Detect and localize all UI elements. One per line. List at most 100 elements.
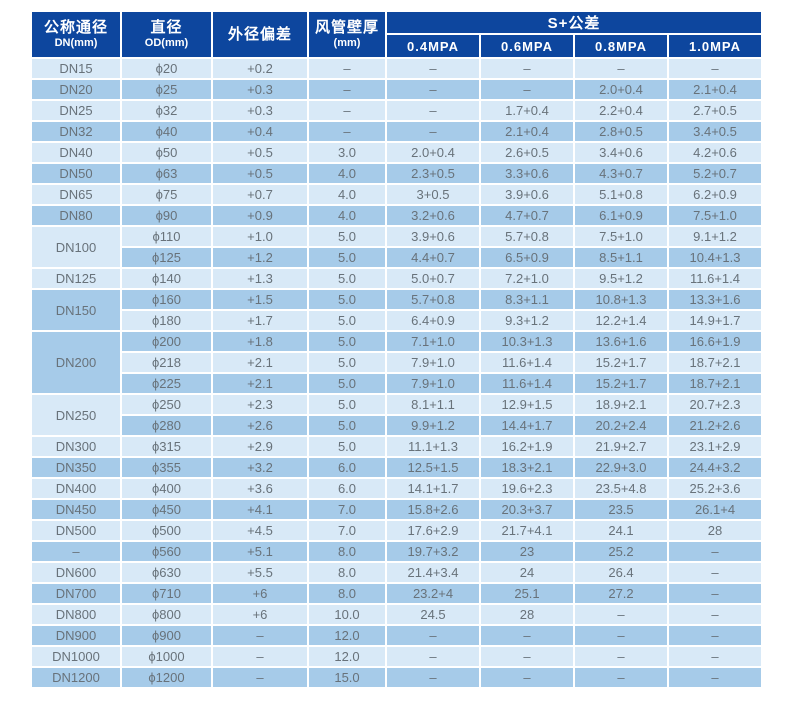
wall-thickness-cell: 4.0 <box>309 164 385 183</box>
header-06mpa: 0.6MPA <box>481 35 573 57</box>
tol-10mpa-cell: 16.6+1.9 <box>669 332 762 351</box>
tol-10mpa-cell: 28 <box>669 521 762 540</box>
tol-06mpa-cell: 16.2+1.9 <box>481 437 573 456</box>
tol-08mpa-cell: 13.6+1.6 <box>575 332 667 351</box>
tol-08mpa-cell: 9.5+1.2 <box>575 269 667 288</box>
tol-10mpa-cell: – <box>669 584 762 603</box>
table-row: DN800 ϕ800 +6 10.0 24.5 28– – <box>32 605 762 624</box>
deviation-cell: +0.5 <box>213 164 307 183</box>
tol-08mpa-cell: 2.2+0.4 <box>575 101 667 120</box>
tol-06mpa-cell: 14.4+1.7 <box>481 416 573 435</box>
tol-04mpa-cell: 12.5+1.5 <box>387 458 479 477</box>
deviation-cell: +1.2 <box>213 248 307 267</box>
tol-10mpa-cell: 18.7+2.1 <box>669 374 762 393</box>
wall-thickness-cell: 5.0 <box>309 374 385 393</box>
tol-10mpa-cell: – <box>669 647 762 666</box>
tol-06mpa-cell: 4.7+0.7 <box>481 206 573 225</box>
tol-10mpa-cell: 13.3+1.6 <box>669 290 762 309</box>
tol-10mpa-cell: 18.7+2.1 <box>669 353 762 372</box>
tol-04mpa-cell: 3.2+0.6 <box>387 206 479 225</box>
tol-10mpa-cell: – <box>669 605 762 624</box>
od-cell: ϕ110 <box>122 227 211 246</box>
header-row-group: 公称通径 DN(mm) 直径 OD(mm) 外径偏差 风管壁厚 (mm) S+公… <box>32 12 762 57</box>
tol-04mpa-cell: 7.1+1.0 <box>387 332 479 351</box>
tol-06mpa-cell: 23 <box>481 542 573 561</box>
tol-04mpa-cell: – <box>387 80 479 99</box>
deviation-cell: +5.5 <box>213 563 307 582</box>
deviation-cell: +0.7 <box>213 185 307 204</box>
deviation-cell: +6 <box>213 584 307 603</box>
header-row-pressure: 0.4MPA 0.6MPA 0.8MPA 1.0MPA <box>32 35 762 57</box>
dn-cell: – <box>32 542 120 561</box>
deviation-cell: +1.3 <box>213 269 307 288</box>
header-08mpa: 0.8MPA <box>575 35 667 57</box>
tol-08mpa-cell: – <box>575 605 667 624</box>
od-cell: ϕ560 <box>122 542 211 561</box>
tol-08mpa-cell: 20.2+2.4 <box>575 416 667 435</box>
tol-06mpa-cell: 28 <box>481 605 573 624</box>
tol-04mpa-cell: 7.9+1.0 <box>387 353 479 372</box>
header-nominal-diameter-title: 公称通径 <box>43 18 108 36</box>
table-row: DN1200 ϕ1200–15.0– – – – <box>32 668 762 687</box>
header-10mpa: 1.0MPA <box>669 35 762 57</box>
table-row: DN900 ϕ900–12.0– – – – <box>32 626 762 645</box>
wall-thickness-cell: 6.0 <box>309 458 385 477</box>
tol-08mpa-cell: 6.1+0.9 <box>575 206 667 225</box>
od-cell: ϕ63 <box>122 164 211 183</box>
wall-thickness-cell: 5.0 <box>309 437 385 456</box>
tol-06mpa-cell: – <box>481 668 573 687</box>
tol-08mpa-cell: 27.2 <box>575 584 667 603</box>
header-nominal-diameter-sub: DN(mm) <box>54 36 98 49</box>
tol-04mpa-cell: 4.4+0.7 <box>387 248 479 267</box>
tol-08mpa-cell: – <box>575 647 667 666</box>
deviation-cell: – <box>213 647 307 666</box>
od-cell: ϕ20 <box>122 59 211 78</box>
tol-08mpa-cell: 2.0+0.4 <box>575 80 667 99</box>
header-wall-thickness-title: 风管壁厚 <box>314 18 379 36</box>
deviation-cell: +0.9 <box>213 206 307 225</box>
tol-04mpa-cell: 2.3+0.5 <box>387 164 479 183</box>
tol-10mpa-cell: – <box>669 59 762 78</box>
dn-cell: DN100 <box>32 227 120 267</box>
od-cell: ϕ630 <box>122 563 211 582</box>
tol-08mpa-cell: – <box>575 59 667 78</box>
header-04mpa: 0.4MPA <box>387 35 479 57</box>
table-row: DN100 ϕ110 +1.0 5.0 3.9+0.6 5.7+0.8 7.5+1.0 9.1… <box>32 227 762 267</box>
dn-cell: DN150 <box>32 290 120 330</box>
tol-04mpa-cell: 11.1+1.3 <box>387 437 479 456</box>
tol-10mpa-cell: 21.2+2.6 <box>669 416 762 435</box>
table-row: DN1000 ϕ1000–12.0– – – – <box>32 647 762 666</box>
tol-08mpa-cell: 8.5+1.1 <box>575 248 667 267</box>
tol-04mpa-cell: – <box>387 122 479 141</box>
header-od-deviation: 外径偏差 <box>213 12 307 57</box>
table-row: ϕ280 +2.6 5.0 9.9+1.2 14.4+1.7 20.2+2.4 21.2+2… <box>32 416 762 435</box>
tol-10mpa-cell: 25.2+3.6 <box>669 479 762 498</box>
tol-06mpa-cell: 12.9+1.5 <box>481 395 573 414</box>
tol-08mpa-cell: 25.2 <box>575 542 667 561</box>
tol-08mpa-cell: 4.3+0.7 <box>575 164 667 183</box>
table-row: DN400 ϕ400 +3.6 6.0 14.1+1.7 19.6+2.3 23.5+4.8… <box>32 479 762 498</box>
pipe-spec-table: 公称通径 DN(mm) 直径 OD(mm) 外径偏差 风管壁厚 (mm) S+公… <box>30 10 763 689</box>
table-row: DN450 ϕ450 +4.1 7.0 15.8+2.6 20.3+3.7 23.5 26.1… <box>32 500 762 519</box>
dn-cell: DN40 <box>32 143 120 162</box>
tol-10mpa-cell: 26.1+4 <box>669 500 762 519</box>
wall-thickness-cell: 15.0 <box>309 668 385 687</box>
od-cell: ϕ1200 <box>122 668 211 687</box>
wall-thickness-cell: 5.0 <box>309 332 385 351</box>
deviation-cell: +5.1 <box>213 542 307 561</box>
tol-10mpa-cell: 2.7+0.5 <box>669 101 762 120</box>
tol-06mpa-cell: 11.6+1.4 <box>481 374 573 393</box>
tol-08mpa-cell: 15.2+1.7 <box>575 374 667 393</box>
tol-10mpa-cell: – <box>669 542 762 561</box>
table-row: ϕ225 +2.1 5.0 7.9+1.0 11.6+1.4 15.2+1.7 18.7+2… <box>32 374 762 393</box>
table-row: DN40 ϕ50 +0.5 3.0 2.0+0.4 2.6+0.5 3.4+0.6 4.2+0… <box>32 143 762 162</box>
dn-cell: DN400 <box>32 479 120 498</box>
tol-10mpa-cell: – <box>669 563 762 582</box>
deviation-cell: +2.1 <box>213 353 307 372</box>
tol-06mpa-cell: 5.7+0.8 <box>481 227 573 246</box>
table-row: DN700 ϕ710 +6 8.0 23.2+4 25.1 27.2– <box>32 584 762 603</box>
table-row: DN250 ϕ250 +2.3 5.0 8.1+1.1 12.9+1.5 18.9+2.1 2… <box>32 395 762 435</box>
deviation-cell: +6 <box>213 605 307 624</box>
tol-06mpa-cell: 10.3+1.3 <box>481 332 573 351</box>
deviation-cell: +2.6 <box>213 416 307 435</box>
